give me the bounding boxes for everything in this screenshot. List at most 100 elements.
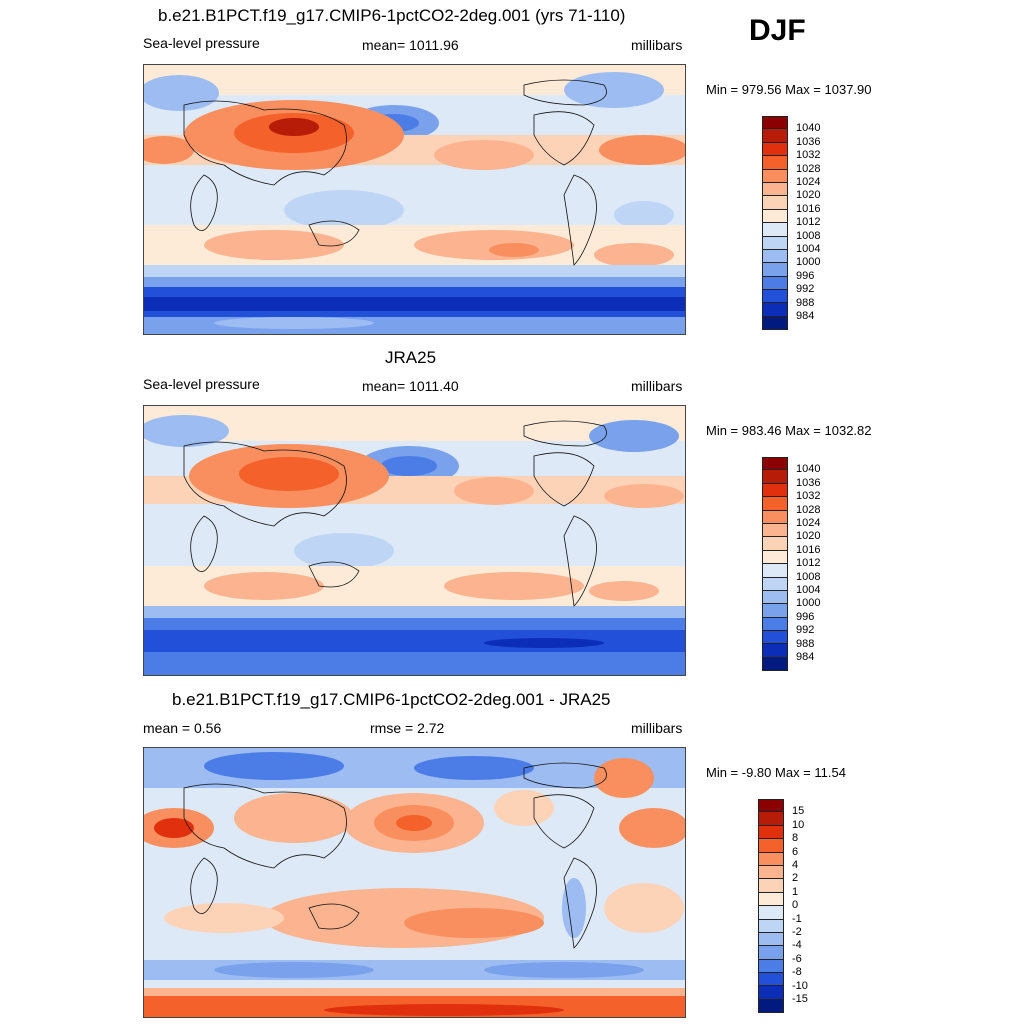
colorbar-tick-label: 1000 [796,256,821,269]
colorbar-segment [762,510,788,524]
colorbar-segment [758,973,784,987]
colorbar-tick-label: 988 [796,637,815,650]
colorbar-segment [762,196,788,210]
colorbar-tick-label: 10 [792,818,805,831]
colorbar-segment [762,631,788,645]
colorbar-tick-label: 0 [792,899,799,912]
colorbar-segment [762,303,788,317]
panel-2-minmax: Min = 983.46 Max = 1032.82 [706,423,872,438]
colorbar-tick-label: 2 [792,872,799,885]
colorbar-tick-label: 1036 [796,135,821,148]
colorbar-segment [758,825,784,840]
colorbar-segment [762,483,788,498]
colorbar-segment [762,236,788,250]
colorbar-tick-label: 1036 [796,476,821,489]
colorbar-tick-label: 1016 [796,202,821,215]
colorbar-segment [762,142,788,157]
colorbar-segment [762,169,788,183]
colorbar-segment [758,999,784,1014]
colorbar-segment [762,617,788,632]
colorbar-tick-label: -8 [792,966,802,979]
colorbar-tick-label: 15 [792,805,805,818]
colorbar-segment [762,657,788,672]
colorbar-segment [758,946,784,960]
colorbar-segment [762,644,788,658]
panel-1-title: b.e21.B1PCT.f19_g17.CMIP6-1pctCO2-2deg.0… [158,6,626,25]
colorbar-segment [758,865,784,880]
colorbar-tick-label: 1028 [796,162,821,175]
colorbar-tick-label: 1000 [796,597,821,610]
panel-1-colorbar [762,116,788,331]
colorbar-tick-label: -10 [792,979,808,992]
colorbar-segment [762,457,788,471]
colorbar-segment [758,812,784,826]
colorbar-segment [762,470,788,484]
colorbar-segment [758,879,784,893]
colorbar-segment [758,892,784,907]
colorbar-segment [762,523,788,538]
panel-2-colorbar [762,457,788,672]
colorbar-tick-label: 1040 [796,463,821,476]
colorbar-tick-label: 996 [796,269,815,282]
panel-2-units: millibars [631,378,683,394]
colorbar-segment [762,116,788,130]
panel-1-minmax: Min = 979.56 Max = 1037.90 [706,82,872,97]
colorbar-tick-label: 984 [796,310,815,322]
colorbar-segment [758,932,784,947]
panel-3-map [143,747,686,1018]
colorbar-segment [762,590,788,605]
colorbar-segment [758,839,784,853]
panel-3-mean: mean = 0.56 [143,720,222,736]
panel-2-map [143,405,686,676]
colorbar-segment [762,156,788,170]
colorbar-tick-label: 1032 [796,490,821,503]
colorbar-segment [762,290,788,304]
panel-2-mean: mean= 1011.40 [362,378,459,394]
colorbar-segment [758,986,784,1000]
colorbar-segment [762,604,788,618]
colorbar-segment [762,129,788,143]
panel-3-title: b.e21.B1PCT.f19_g17.CMIP6-1pctCO2-2deg.0… [172,690,611,709]
colorbar-tick-label: 996 [796,610,815,623]
colorbar-tick-label: 984 [796,651,815,663]
colorbar-tick-label: -1 [792,912,802,925]
colorbar-tick-label: 1032 [796,149,821,162]
colorbar-tick-label: 1004 [796,584,821,596]
colorbar-tick-label: 992 [796,283,815,296]
panel-1-units: millibars [631,37,683,53]
season-label: DJF [749,14,806,47]
colorbar-tick-label: 6 [792,845,799,858]
colorbar-tick-label: 1008 [796,570,821,583]
colorbar-segment [762,263,788,277]
colorbar-tick-label: 1020 [796,530,821,543]
colorbar-tick-label: 992 [796,624,815,637]
colorbar-segment [762,209,788,224]
colorbar-segment [762,537,788,551]
colorbar-tick-label: 1012 [796,557,821,570]
colorbar-tick-label: 1024 [796,517,821,529]
colorbar-tick-label: 988 [796,296,815,309]
panel-3-colorbar [758,799,784,1014]
colorbar-segment [762,497,788,511]
colorbar-tick-label: 1012 [796,216,821,229]
colorbar-segment [762,564,788,578]
panel-1-left-label: Sea-level pressure [143,35,260,51]
colorbar-tick-label: -6 [792,952,802,965]
panel-3-minmax: Min = -9.80 Max = 11.54 [706,765,846,780]
colorbar-segment [758,852,784,866]
colorbar-segment [762,316,788,331]
colorbar-tick-label: 1040 [796,122,821,135]
colorbar-tick-label: -4 [792,939,802,952]
colorbar-tick-label: 4 [792,859,799,871]
colorbar-segment [758,799,784,813]
colorbar-segment [758,959,784,974]
colorbar-tick-label: -2 [792,926,802,938]
colorbar-segment [762,276,788,291]
colorbar-segment [758,906,784,920]
colorbar-segment [762,550,788,565]
panel-2-left-label: Sea-level pressure [143,376,260,392]
panel-3-rmse: rmse = 2.72 [370,720,445,736]
colorbar-segment [762,182,788,197]
colorbar-segment [758,919,784,933]
colorbar-segment [762,223,788,237]
